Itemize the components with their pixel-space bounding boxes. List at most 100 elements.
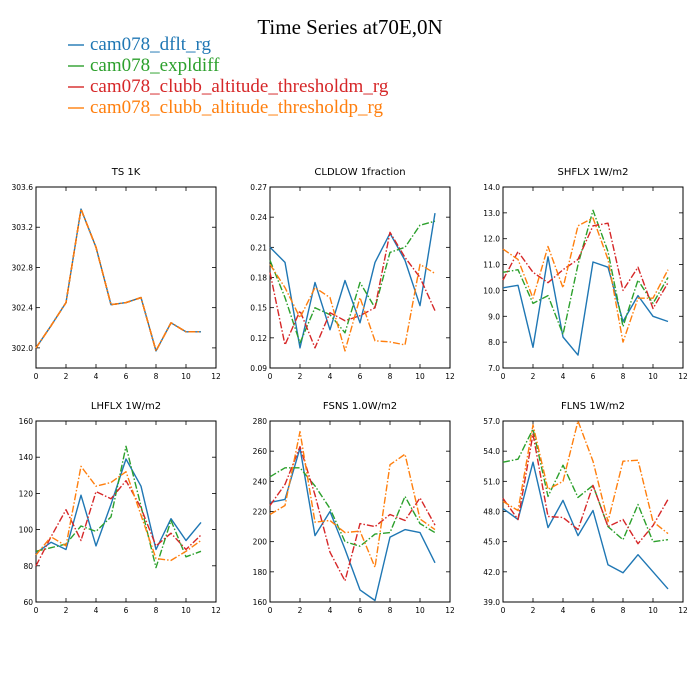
legend-label-2: cam078_clubb_altitude_thresholdm_rg (90, 76, 389, 97)
panel-title-2: SHFLX 1W/m2 (558, 167, 629, 178)
xtick-label: 0 (501, 372, 506, 381)
xtick-label: 8 (388, 372, 393, 381)
chart-title: Time Series at70E,0N (257, 15, 442, 39)
xtick-label: 2 (298, 372, 303, 381)
xtick-label: 4 (561, 372, 566, 381)
xtick-label: 12 (211, 606, 221, 615)
xtick-label: 2 (531, 372, 536, 381)
xtick-label: 4 (94, 372, 99, 381)
panel-5: FLNS 1W/m2 39.0 42.0 45.0 48.0 51.0 54.0 57.0 0 2… (483, 401, 688, 615)
ytick-label: 180 (253, 568, 268, 577)
xtick-label: 12 (445, 372, 455, 381)
series-line-3 (35, 465, 202, 562)
ytick-label: 0.12 (250, 334, 267, 343)
xtick-label: 0 (268, 606, 273, 615)
xtick-label: 2 (64, 372, 69, 381)
ytick-label: 10.0 (483, 286, 500, 295)
ytick-label: 39.0 (483, 598, 500, 607)
ytick-label: 303.6 (12, 183, 34, 192)
series-line-3 (269, 430, 436, 568)
ytick-label: 0.24 (250, 213, 267, 222)
xtick-label: 8 (621, 372, 626, 381)
ytick-label: 7.0 (488, 364, 500, 373)
ytick-label: 160 (253, 598, 268, 607)
ytick-label: 302.0 (12, 344, 34, 353)
ytick-label: 0.27 (250, 183, 267, 192)
series-line-1 (502, 428, 669, 543)
xtick-label: 8 (621, 606, 626, 615)
ytick-label: 302.8 (12, 263, 34, 272)
xtick-label: 6 (591, 606, 596, 615)
series-line-2 (502, 222, 669, 310)
xtick-label: 0 (268, 372, 273, 381)
ytick-label: 240 (253, 477, 268, 486)
ytick-label: 140 (19, 453, 34, 462)
series-line-3 (35, 208, 201, 352)
series-line-0 (269, 447, 436, 602)
legend-label-1: cam078_expldiff (90, 55, 220, 76)
ytick-label: 303.2 (12, 223, 34, 232)
ytick-label: 9.0 (488, 312, 500, 321)
series-line-1 (502, 209, 669, 336)
xtick-label: 0 (34, 606, 39, 615)
series-line-0 (35, 208, 201, 352)
ytick-label: 42.0 (483, 568, 500, 577)
xtick-label: 0 (501, 606, 506, 615)
series-line-2 (502, 433, 669, 545)
panel-3: LHFLX 1W/m2 60 80 100 120 140 160 0 2 4 6 8 10 12 (19, 401, 221, 615)
xtick-label: 12 (445, 606, 455, 615)
ytick-label: 57.0 (483, 417, 500, 426)
panel-title-3: LHFLX 1W/m2 (91, 401, 161, 412)
xtick-label: 0 (34, 372, 39, 381)
ytick-label: 100 (19, 526, 34, 535)
legend-label-3: cam078_clubb_altitude_thresholdp_rg (90, 97, 384, 118)
ytick-label: 0.21 (250, 243, 267, 252)
xtick-label: 10 (648, 606, 658, 615)
ytick-label: 120 (19, 489, 34, 498)
ytick-label: 12.0 (483, 235, 500, 244)
series-line-3 (502, 420, 669, 535)
legend-label-0: cam078_dflt_rg (90, 34, 212, 55)
xtick-label: 2 (64, 606, 69, 615)
xtick-label: 2 (298, 606, 303, 615)
ytick-label: 51.0 (483, 477, 500, 486)
ytick-label: 14.0 (483, 183, 500, 192)
xtick-label: 10 (415, 606, 425, 615)
ytick-label: 160 (19, 417, 34, 426)
xtick-label: 8 (154, 606, 159, 615)
ytick-label: 0.15 (250, 304, 267, 313)
ytick-label: 0.09 (250, 364, 267, 373)
ytick-label: 54.0 (483, 447, 500, 456)
xtick-label: 4 (94, 606, 99, 615)
ytick-label: 45.0 (483, 538, 500, 547)
ytick-label: 200 (253, 538, 268, 547)
series-line-2 (35, 480, 202, 567)
panel-title-1: CLDLOW 1fraction (314, 167, 405, 178)
ytick-label: 280 (253, 417, 268, 426)
series-line-1 (269, 467, 436, 547)
series-line-1 (269, 220, 436, 344)
series-line-3 (502, 217, 669, 343)
panel-2: SHFLX 1W/m2 7.0 8.0 9.0 10.0 11.0 12.0 13.0 14.0… (483, 167, 688, 381)
series-line-3 (269, 263, 436, 352)
series-line-1 (35, 445, 202, 569)
panel-title-4: FSNS 1.0W/m2 (323, 401, 397, 412)
xtick-label: 6 (591, 372, 596, 381)
xtick-label: 6 (124, 372, 129, 381)
panel-title-5: FLNS 1W/m2 (561, 401, 625, 412)
series-line-0 (502, 256, 669, 356)
xtick-label: 4 (328, 372, 333, 381)
xtick-label: 6 (124, 606, 129, 615)
xtick-label: 10 (415, 372, 425, 381)
series-line-2 (269, 445, 436, 582)
ytick-label: 220 (253, 508, 268, 517)
series-line-2 (35, 208, 201, 352)
series-line-2 (269, 231, 436, 349)
xtick-label: 4 (328, 606, 333, 615)
xtick-label: 10 (648, 372, 658, 381)
xtick-label: 4 (561, 606, 566, 615)
panel-frame-0 (35, 186, 217, 369)
panel-frame-1 (269, 186, 451, 369)
